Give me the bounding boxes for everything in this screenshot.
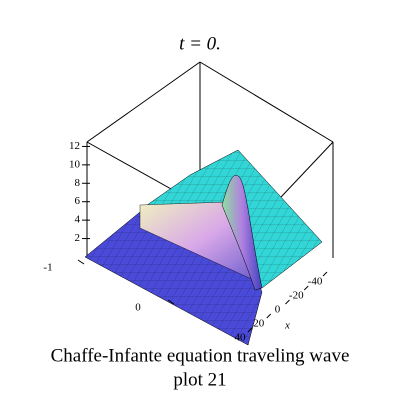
x-tick xyxy=(285,299,290,305)
z-tick-label: 6 xyxy=(75,195,81,207)
z-tick-label: 10 xyxy=(69,158,81,170)
x-axis-label: x xyxy=(284,320,290,332)
y-tick xyxy=(167,299,175,305)
x-tick xyxy=(247,327,253,333)
caption: plot 21 xyxy=(173,369,226,390)
x-tick xyxy=(322,271,328,277)
surface xyxy=(84,149,323,346)
y-tick xyxy=(77,259,85,265)
x-tick xyxy=(266,313,272,319)
x-tick-label: -40 xyxy=(308,276,323,288)
z-tick-label: 12 xyxy=(69,140,80,152)
x-tick-label: -20 xyxy=(289,290,304,302)
y-tick-label: -1 xyxy=(43,262,52,274)
x-tick-label: 40 xyxy=(235,332,247,344)
x-tick-label: 0 xyxy=(275,304,281,316)
plot-box xyxy=(86,61,334,345)
z-tick-label: 2 xyxy=(75,232,81,244)
y-tick-label: 0 xyxy=(135,302,141,314)
chart-title: t = 0. xyxy=(179,33,221,54)
z-tick-label: 8 xyxy=(75,177,81,189)
z-tick-label: 4 xyxy=(75,214,81,226)
caption: Chaffe-Infante equation traveling wave xyxy=(51,345,350,366)
x-tick-label: 20 xyxy=(253,318,265,330)
x-tick xyxy=(303,285,309,291)
